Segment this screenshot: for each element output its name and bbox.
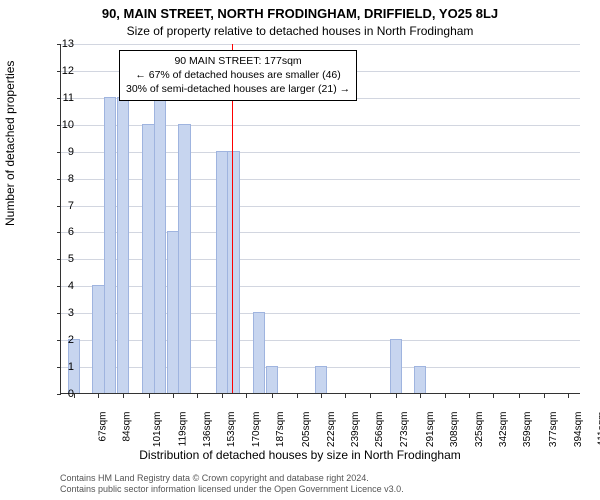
x-tick-mark [98,394,99,398]
x-tick-label: 101sqm [152,412,163,448]
x-tick-label: 359sqm [522,412,533,448]
x-tick-mark [149,394,150,398]
x-tick-label: 136sqm [202,412,213,448]
attribution-line-1: Contains HM Land Registry data © Crown c… [60,473,404,485]
y-tick-label: 7 [44,200,74,212]
x-tick-label: 411sqm [596,412,600,447]
x-tick-mark [173,394,174,398]
x-tick-label: 256sqm [374,412,385,448]
y-axis-label: Number of detached properties [3,61,17,226]
x-tick-mark [321,394,322,398]
attribution: Contains HM Land Registry data © Crown c… [60,473,404,496]
y-tick-label: 5 [44,253,74,265]
chart-container: 90, MAIN STREET, NORTH FRODINGHAM, DRIFF… [0,0,600,500]
x-tick-mark [445,394,446,398]
histogram-bar [117,97,129,393]
x-tick-label: 205sqm [301,412,312,448]
y-tick-label: 1 [44,361,74,373]
x-tick-mark [272,394,273,398]
x-tick-label: 67sqm [97,412,108,442]
grid-line [61,179,580,180]
grid-line [61,44,580,45]
grid-line [61,286,580,287]
histogram-bar [253,312,265,393]
histogram-bar [227,151,239,393]
x-tick-label: 291sqm [425,412,436,448]
histogram-bar [266,366,278,393]
annotation-line-2: ← 67% of detached houses are smaller (46… [126,68,350,82]
grid-line [61,313,580,314]
y-tick-label: 4 [44,280,74,292]
x-tick-label: 377sqm [548,412,559,448]
grid-line [61,340,580,341]
y-tick-label: 11 [44,92,74,104]
grid-line [61,259,580,260]
x-tick-label: 394sqm [573,412,584,448]
x-axis-label: Distribution of detached houses by size … [0,448,600,462]
x-tick-label: 84sqm [122,412,133,442]
y-tick-label: 10 [44,119,74,131]
histogram-bar [154,97,166,393]
histogram-bar [167,231,179,393]
x-tick-mark [544,394,545,398]
x-tick-label: 187sqm [275,412,286,448]
x-tick-mark [297,394,298,398]
x-tick-label: 153sqm [227,412,238,448]
grid-line [61,125,580,126]
histogram-bar [142,124,154,393]
histogram-bar [104,97,116,393]
x-tick-mark [370,394,371,398]
x-tick-mark [246,394,247,398]
histogram-bar [216,151,228,393]
histogram-bar [414,366,426,393]
x-tick-label: 119sqm [177,412,188,447]
histogram-bar [315,366,327,393]
x-tick-mark [74,394,75,398]
x-tick-label: 170sqm [251,412,262,448]
x-tick-mark [568,394,569,398]
annotation-line-3: 30% of semi-detached houses are larger (… [126,82,350,96]
histogram-bar [92,285,104,393]
x-tick-label: 342sqm [498,412,509,448]
y-tick-label: 12 [44,65,74,77]
histogram-bar [390,339,402,393]
x-tick-mark [396,394,397,398]
x-tick-mark [493,394,494,398]
y-tick-label: 9 [44,146,74,158]
grid-line [61,206,580,207]
annotation-line-1: 90 MAIN STREET: 177sqm [126,54,350,68]
x-tick-mark [197,394,198,398]
chart-title-main: 90, MAIN STREET, NORTH FRODINGHAM, DRIFF… [0,6,600,21]
x-tick-label: 273sqm [399,412,410,448]
x-tick-mark [469,394,470,398]
chart-title-sub: Size of property relative to detached ho… [0,24,600,38]
y-tick-label: 3 [44,307,74,319]
x-tick-mark [420,394,421,398]
y-tick-label: 0 [44,388,74,400]
x-tick-mark [123,394,124,398]
x-tick-mark [222,394,223,398]
x-tick-label: 222sqm [326,412,337,448]
x-tick-label: 325sqm [474,412,485,448]
histogram-bar [178,124,190,393]
y-tick-label: 13 [44,38,74,50]
x-tick-label: 239sqm [350,412,361,448]
grid-line [61,232,580,233]
y-tick-label: 6 [44,226,74,238]
x-tick-mark [345,394,346,398]
x-tick-label: 308sqm [449,412,460,448]
grid-line [61,152,580,153]
y-tick-label: 2 [44,334,74,346]
y-tick-label: 8 [44,173,74,185]
x-tick-mark [519,394,520,398]
plot-area: 90 MAIN STREET: 177sqm← 67% of detached … [60,44,580,394]
annotation-box: 90 MAIN STREET: 177sqm← 67% of detached … [119,50,357,101]
attribution-line-2: Contains public sector information licen… [60,484,404,496]
